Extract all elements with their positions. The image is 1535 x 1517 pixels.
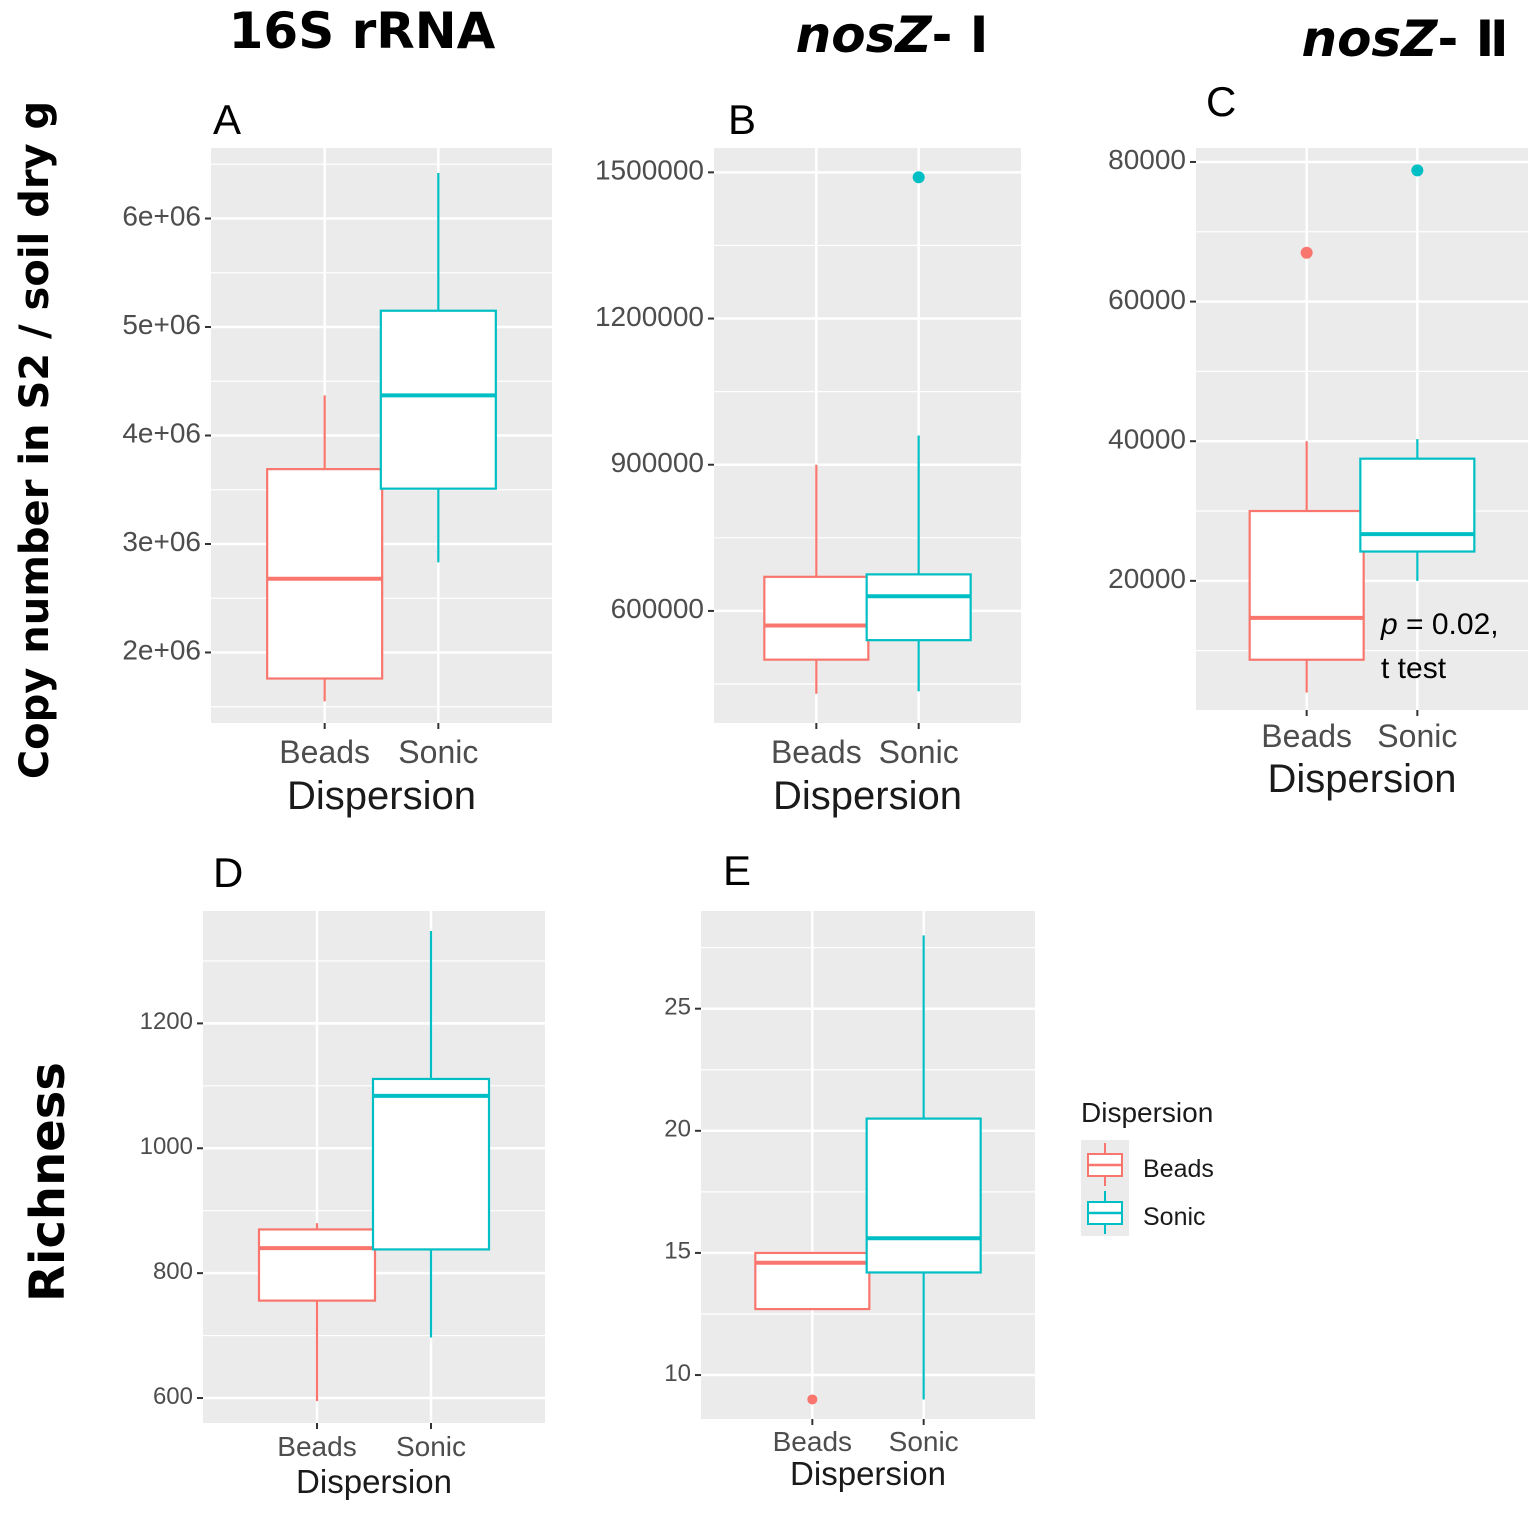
y-tick-label-d-2: 1000 [140, 1133, 193, 1160]
row-title-copy-number: Copy number in S2 / soil dry g [12, 101, 58, 779]
box-e-sonic [865, 1117, 982, 1274]
x-axis-title-a: Dispersion [287, 774, 476, 818]
y-tick-label-a-3: 5e+06 [122, 309, 201, 340]
box-a-sonic [379, 309, 497, 490]
panel-letter-e: E [723, 847, 751, 894]
y-tick-label-c-0: 20000 [1108, 563, 1186, 594]
legend-label-beads: Beads [1143, 1155, 1214, 1183]
y-tick-label-d-3: 1200 [140, 1008, 193, 1035]
y-tick-label-e-2: 20 [664, 1116, 691, 1143]
x-tick-label-a-sonic: Sonic [398, 734, 478, 770]
p-symbol: p [1380, 608, 1398, 641]
panel-letter-c: C [1206, 78, 1236, 125]
p-value-annotation: p = 0.02, [1380, 608, 1499, 641]
box-a-beads [266, 468, 384, 680]
panel-letter-b: B [728, 96, 756, 143]
outlier-point-c-beads-0 [1300, 246, 1313, 259]
box-c-beads [1248, 509, 1365, 661]
y-tick-label-c-3: 80000 [1108, 144, 1186, 175]
x-axis-title-e: Dispersion [790, 1455, 946, 1492]
column-title-nosz-i-suffix: - Ⅰ [932, 6, 989, 64]
y-tick-label-e-3: 25 [664, 993, 691, 1020]
panel-c: C 20000 40000 60000 80000 Beads SonicDispersio… [1108, 78, 1528, 801]
y-tick-label-d-1: 800 [153, 1258, 193, 1285]
y-tick-label-e-1: 15 [664, 1238, 691, 1265]
column-title-nosz-ii-suffix: - Ⅱ [1437, 10, 1508, 68]
panel-letter-a: A [213, 96, 241, 143]
box-d-beads [257, 1228, 377, 1302]
legend-key-beads [1087, 1143, 1123, 1186]
y-tick-label-a-2: 4e+06 [122, 418, 201, 449]
column-title-nosz-ii-gene: nosZ [1301, 10, 1439, 68]
panel-a: A 2e+06 3e+06 4e+06 5e+06 6e+06 Beads Sonic Disp… [122, 96, 552, 818]
box-c-sonic [1359, 457, 1476, 553]
y-tick-label-e-0: 10 [664, 1360, 691, 1387]
outlier-point-e-beads-0 [807, 1394, 818, 1405]
y-tick-label-d-0: 600 [153, 1383, 193, 1410]
outlier-point-b-sonic-0 [912, 171, 925, 184]
column-title-nosz-i: nosZ- Ⅰ [796, 6, 989, 64]
y-tick-label-b-2: 1200000 [595, 301, 704, 332]
y-tick-label-a-1: 3e+06 [122, 526, 201, 557]
x-axis-title-d: Dispersion [296, 1463, 452, 1500]
box-b-beads [763, 575, 870, 661]
outlier-point-c-sonic-0 [1411, 164, 1424, 177]
box-b-sonic [865, 573, 972, 642]
x-axis-title-b: Dispersion [773, 774, 962, 818]
x-tick-label-a-beads: Beads [279, 734, 370, 770]
x-tick-label-d-sonic: Sonic [396, 1431, 466, 1462]
column-title-nosz-ii: nosZ- Ⅱ [1301, 10, 1508, 68]
x-tick-label-c-sonic: Sonic [1377, 718, 1457, 754]
p-value-text: = 0.02, [1398, 608, 1499, 641]
box-d-sonic [371, 1077, 491, 1251]
test-name-annotation: t test [1381, 652, 1447, 685]
column-title-16s: 16S rRNA [229, 2, 496, 60]
y-tick-label-c-2: 60000 [1108, 284, 1186, 315]
x-tick-label-b-beads: Beads [771, 734, 862, 770]
panel-b: B 600000 900000 1200000 1500000 Beads Sonic Dis… [595, 96, 1021, 818]
y-tick-label-b-1: 900000 [611, 447, 704, 478]
y-tick-label-b-3: 1500000 [595, 155, 704, 186]
x-tick-label-e-beads: Beads [773, 1426, 852, 1457]
panel-letter-d: D [213, 849, 243, 896]
row-title-richness: Richness [20, 1062, 76, 1302]
x-tick-label-c-beads: Beads [1261, 718, 1352, 754]
legend-key-sonic [1087, 1191, 1123, 1234]
legend: Dispersion Beads Sonic [1081, 1097, 1214, 1236]
x-axis-title-c: Dispersion [1268, 757, 1457, 801]
x-tick-label-b-sonic: Sonic [879, 734, 959, 770]
y-tick-label-a-0: 2e+06 [122, 635, 201, 666]
legend-label-sonic: Sonic [1143, 1203, 1206, 1231]
y-tick-label-a-4: 6e+06 [122, 201, 201, 232]
y-tick-label-c-1: 40000 [1108, 423, 1186, 454]
y-tick-label-b-0: 600000 [611, 593, 704, 624]
x-tick-label-d-beads: Beads [277, 1431, 356, 1462]
column-title-nosz-i-gene: nosZ [796, 6, 934, 64]
legend-title: Dispersion [1081, 1097, 1213, 1128]
x-tick-label-e-sonic: Sonic [889, 1426, 959, 1457]
